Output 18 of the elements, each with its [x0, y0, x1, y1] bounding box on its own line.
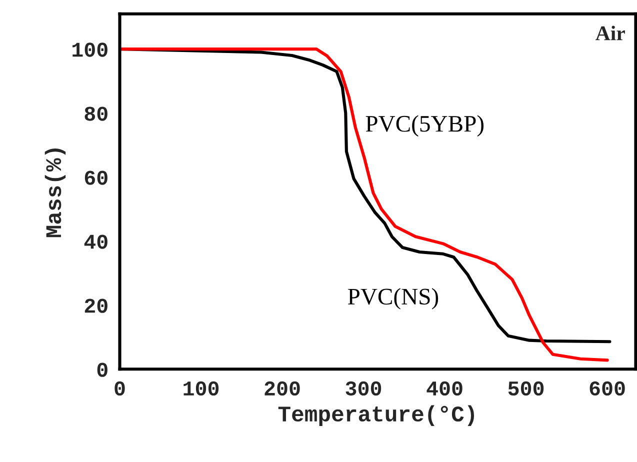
x-tick-label: 0 [114, 381, 125, 396]
series-label: PVC(NS) [348, 288, 438, 310]
x-tick-label: 400 [426, 381, 462, 396]
x-tick-label: 300 [346, 381, 382, 396]
annotation: Air [596, 26, 625, 40]
x-tick-label: 600 [590, 381, 625, 396]
x-tick-label: 500 [508, 381, 544, 396]
x-tick-label: 100 [184, 381, 219, 396]
y-tick-label: 60 [84, 170, 108, 185]
x-tick-label: 200 [264, 381, 300, 396]
y-tick-label: 0 [97, 362, 108, 377]
y-axis-title: Mass(%) [44, 148, 66, 238]
y-tick-label: 40 [84, 234, 108, 249]
y-tick-label: 80 [84, 106, 108, 121]
series-label: PVC(5YBP) [366, 115, 484, 137]
x-axis-title: Temperature(°C) [278, 405, 474, 426]
y-tick-label: 100 [72, 42, 108, 57]
y-tick-label: 20 [84, 298, 108, 313]
